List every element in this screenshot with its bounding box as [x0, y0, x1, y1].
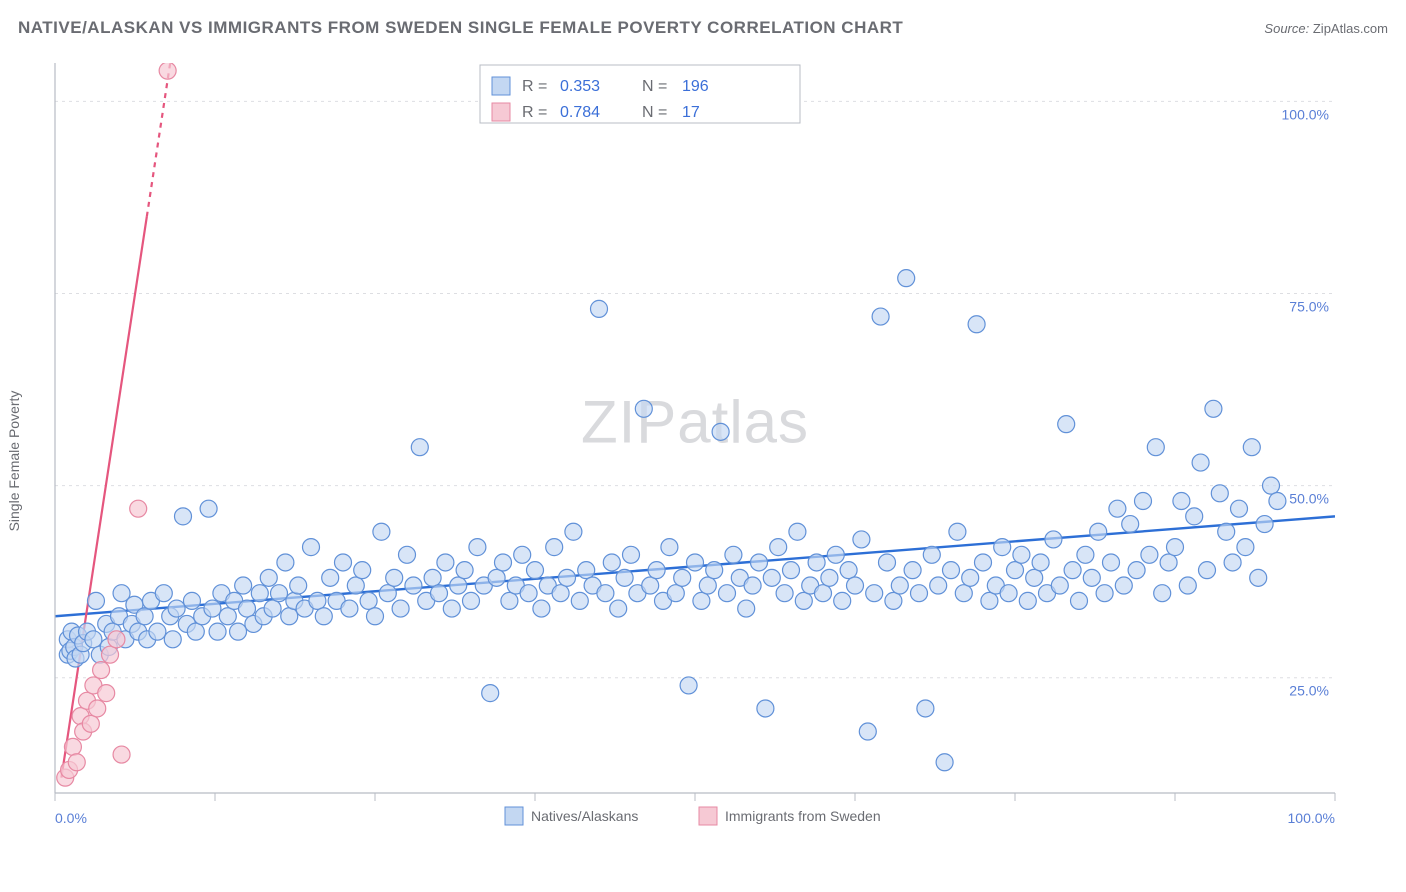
source-value: ZipAtlas.com	[1313, 21, 1388, 36]
svg-text:N =: N =	[642, 104, 667, 121]
svg-text:ZIPatlas: ZIPatlas	[581, 389, 809, 456]
source-attribution: Source: ZipAtlas.com	[1264, 21, 1388, 36]
svg-text:Immigrants from Sweden: Immigrants from Sweden	[725, 808, 881, 824]
svg-text:100.0%: 100.0%	[1288, 810, 1335, 826]
y-axis-label: Single Female Poverty	[6, 391, 22, 532]
source-label: Source:	[1264, 21, 1309, 36]
svg-text:0.784: 0.784	[560, 104, 600, 121]
svg-text:R =: R =	[522, 78, 547, 95]
svg-text:N =: N =	[642, 78, 667, 95]
svg-text:196: 196	[682, 78, 709, 95]
svg-text:0.0%: 0.0%	[55, 810, 87, 826]
svg-text:25.0%: 25.0%	[1289, 683, 1329, 699]
chart-title: NATIVE/ALASKAN VS IMMIGRANTS FROM SWEDEN…	[18, 18, 903, 38]
svg-text:Natives/Alaskans: Natives/Alaskans	[531, 808, 638, 824]
svg-text:R =: R =	[522, 104, 547, 121]
svg-text:0.353: 0.353	[560, 78, 600, 95]
svg-text:100.0%: 100.0%	[1282, 106, 1329, 122]
svg-text:17: 17	[682, 104, 700, 121]
svg-text:75.0%: 75.0%	[1289, 299, 1329, 315]
svg-text:50.0%: 50.0%	[1289, 491, 1329, 507]
correlation-chart: ZIPatlas 0.0% 100.0% 25.0% 50.0% 75.0% 100.0% R…	[20, 48, 1350, 878]
